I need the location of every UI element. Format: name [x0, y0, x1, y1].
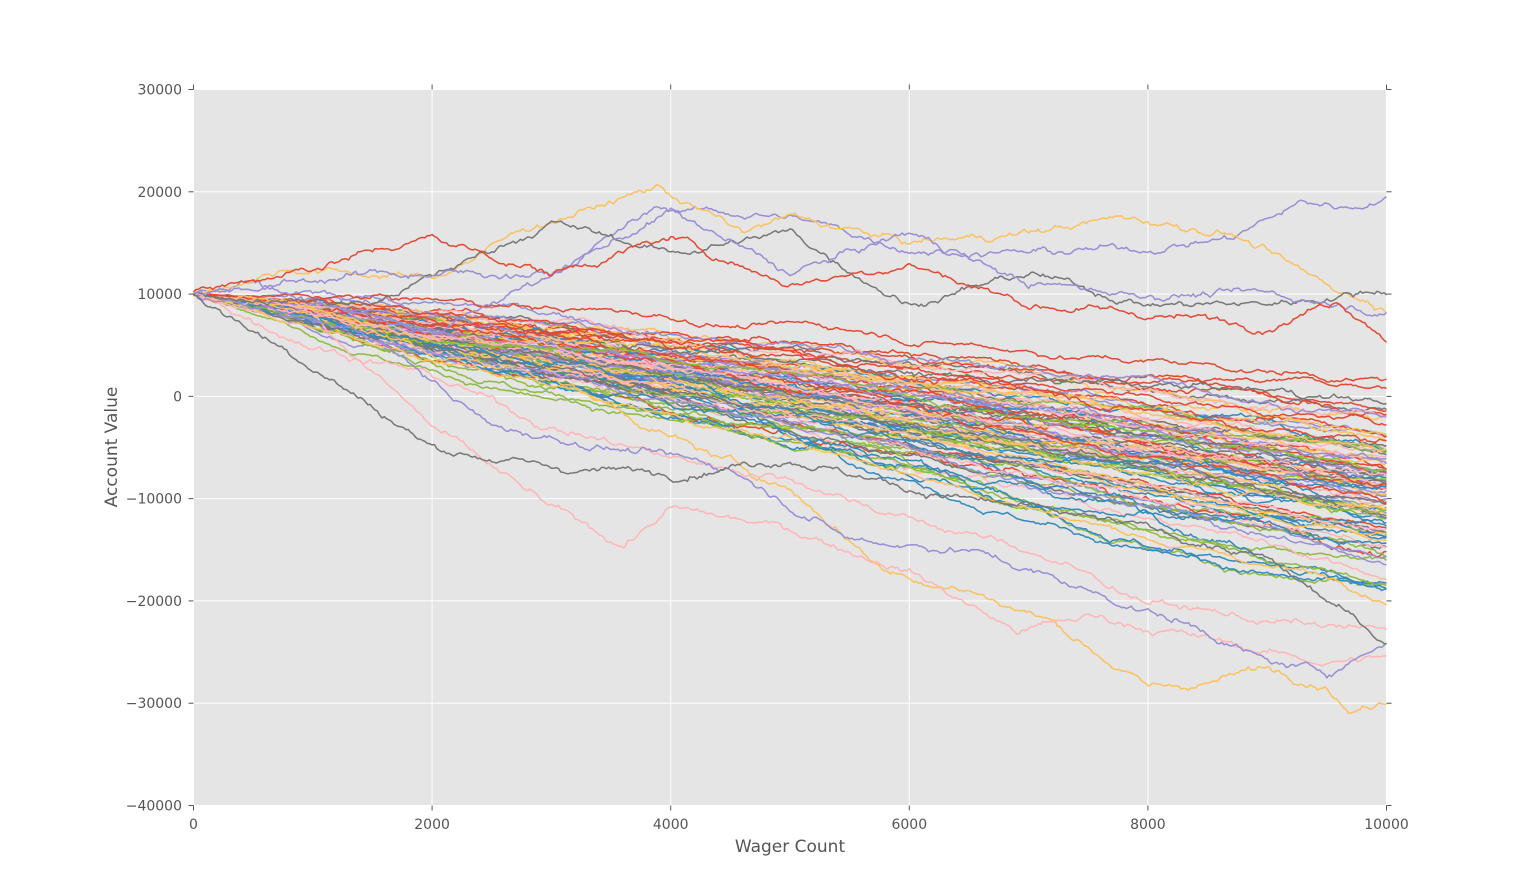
series-line: [193, 220, 1388, 308]
y-axis-title: Account Value: [102, 387, 122, 508]
y-tick-label: −20000: [126, 594, 182, 610]
series-line: [193, 291, 1387, 631]
series-line: [193, 293, 1387, 472]
series-line: [193, 293, 1387, 436]
series-line: [193, 209, 1388, 317]
tick-labels: 0 2000 4000 6000 8000 10000 −40000 −30000 −20000…: [126, 83, 1409, 834]
series-line: [193, 292, 1387, 715]
series-line: [193, 293, 1387, 477]
series-line: [193, 293, 1387, 560]
y-tick-label: 30000: [137, 83, 182, 99]
series-line: [193, 293, 1387, 490]
series-line: [193, 293, 1387, 458]
x-tick-label: 6000: [891, 817, 927, 833]
series-lines: [192, 184, 1388, 715]
x-tick-label: 0: [189, 817, 198, 833]
series-line: [192, 233, 1387, 343]
x-tick-label: 10000: [1364, 817, 1409, 833]
series-line: [193, 293, 1387, 531]
series-line: [193, 293, 1387, 490]
series-line: [193, 293, 1387, 426]
axis-ticks: [188, 84, 1392, 811]
y-tick-label: −10000: [126, 492, 182, 508]
y-tick-label: 10000: [137, 287, 182, 303]
series-line: [193, 293, 1387, 504]
y-tick-label: −30000: [126, 696, 182, 712]
y-tick-label: 20000: [137, 185, 182, 201]
x-axis-title: Wager Count: [735, 837, 846, 857]
x-tick-label: 2000: [414, 817, 450, 833]
series-line: [193, 294, 1387, 645]
x-tick-label: 8000: [1130, 817, 1166, 833]
series-line: [193, 293, 1387, 586]
series-line: [193, 293, 1387, 606]
y-tick-label: 0: [173, 389, 182, 405]
x-tick-label: 4000: [653, 817, 689, 833]
series-line: [193, 293, 1387, 383]
series-line: [193, 294, 1387, 667]
series-line: [193, 293, 1387, 679]
y-tick-label: −40000: [126, 799, 182, 815]
